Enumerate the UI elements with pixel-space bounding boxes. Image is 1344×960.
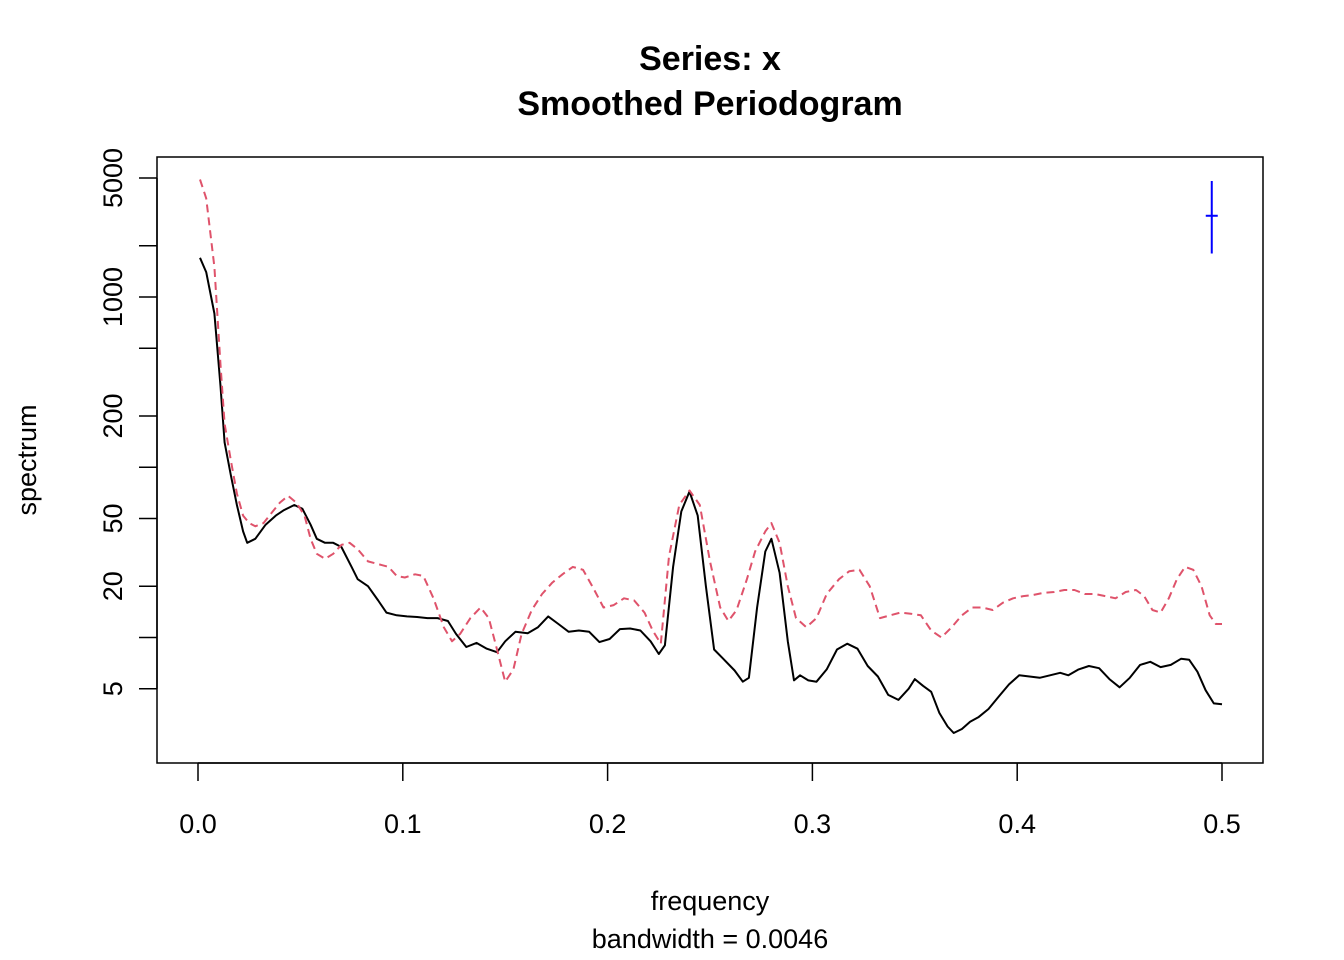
y-axis: 5 20 50 200 1000 5000 (98, 148, 158, 696)
y-tick-label: 5000 (98, 148, 128, 208)
x-axis-bandwidth-label: bandwidth = 0.0046 (592, 924, 828, 954)
x-tick-label: 0.1 (384, 809, 422, 839)
plot-lines (199, 179, 1223, 734)
y-tick-label: 200 (98, 393, 128, 438)
x-tick-label: 0.3 (794, 809, 832, 839)
x-axis-label: frequency (651, 886, 770, 916)
y-tick-label: 20 (98, 571, 128, 601)
y-tick-label: 1000 (98, 267, 128, 327)
confidence-interval-bar (1205, 181, 1218, 254)
y-axis-label: spectrum (12, 404, 42, 515)
spectrum-dashed-line (199, 179, 1222, 683)
x-tick-label: 0.4 (998, 809, 1036, 839)
x-axis: 0.0 0.1 0.2 0.3 0.4 0.5 (179, 762, 1241, 839)
spectrum-line (199, 257, 1223, 734)
x-tick-label: 0.0 (179, 809, 217, 839)
x-tick-label: 0.2 (589, 809, 627, 839)
chart-title: Series: x (639, 40, 781, 78)
x-tick-label: 0.5 (1203, 809, 1241, 839)
y-tick-label: 50 (98, 503, 128, 533)
chart-subtitle: Smoothed Periodogram (517, 85, 902, 123)
y-tick-label: 5 (98, 681, 128, 696)
plot-frame (156, 156, 1264, 764)
